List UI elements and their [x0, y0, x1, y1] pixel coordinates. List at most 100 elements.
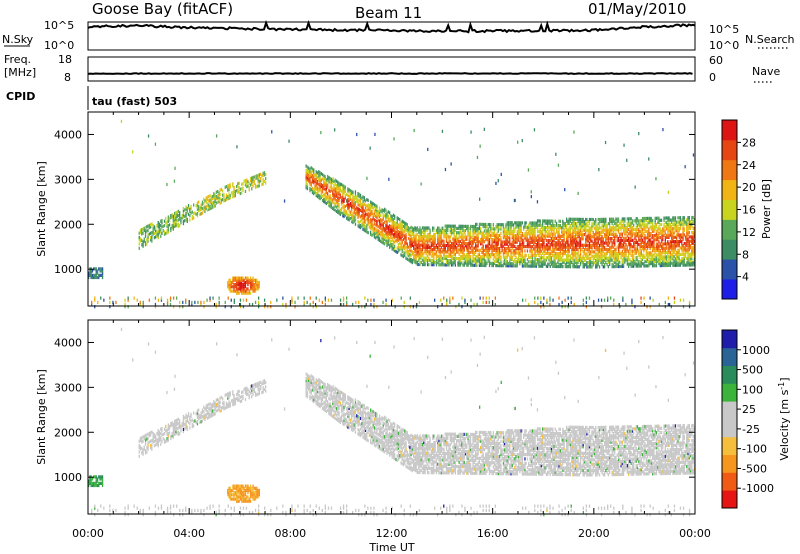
power-cell — [467, 263, 469, 267]
power-cell — [561, 262, 563, 266]
power-cell — [328, 197, 330, 201]
power-cell — [617, 247, 620, 251]
power-cell — [645, 223, 647, 227]
power-cell — [493, 261, 496, 265]
power-cell — [463, 254, 465, 259]
power-cell — [456, 237, 458, 241]
power-cell — [577, 247, 579, 252]
power-cell — [138, 235, 140, 240]
power-cell — [394, 214, 396, 218]
power-cell — [370, 217, 372, 221]
power-cell — [482, 222, 484, 227]
power-cell — [163, 224, 166, 228]
power-cell — [239, 287, 241, 291]
power-cell — [658, 259, 660, 263]
power-cell — [401, 247, 403, 251]
power-cell — [687, 228, 689, 233]
power-cell — [357, 215, 359, 219]
power-cell — [433, 248, 435, 252]
power-cell — [478, 253, 481, 257]
power-cell — [311, 178, 314, 182]
power-cell — [430, 243, 432, 247]
power-cell — [472, 257, 474, 261]
power-cell — [432, 237, 434, 241]
power-cell — [458, 233, 460, 237]
power-cell — [542, 232, 544, 236]
power-cell — [339, 182, 341, 186]
power-cell — [260, 179, 262, 183]
power-cell — [681, 220, 683, 224]
power-cell — [253, 179, 255, 183]
power-cell — [598, 224, 601, 228]
power-cell — [308, 168, 310, 172]
power-cell — [622, 251, 625, 256]
power-cell — [406, 229, 408, 233]
power-cell — [595, 220, 597, 224]
power-cell — [358, 199, 360, 203]
power-cell — [168, 223, 171, 227]
power-cell — [499, 246, 501, 250]
power-cell — [438, 235, 440, 239]
power-cell — [664, 257, 666, 261]
power-cell — [411, 228, 413, 232]
power-cell — [582, 235, 584, 239]
power-cell — [658, 216, 660, 220]
power-cell — [237, 287, 239, 291]
power-cell — [653, 249, 655, 253]
power-cell — [553, 226, 555, 230]
power-cell — [660, 231, 663, 235]
power-cell — [310, 170, 312, 174]
power-cell — [662, 263, 664, 268]
power-cell — [147, 224, 149, 228]
power-cell — [497, 225, 499, 229]
power-cell — [586, 217, 588, 222]
power-cell — [490, 255, 492, 259]
power-cell — [605, 219, 607, 224]
power-cell — [487, 246, 489, 250]
power-cell — [606, 263, 608, 267]
power-cell — [586, 243, 588, 247]
power-cell — [563, 249, 565, 254]
power-cell — [621, 232, 623, 236]
power-cell — [597, 263, 599, 267]
power-cell — [450, 250, 453, 254]
power-cell — [683, 248, 685, 252]
power-cell — [466, 246, 468, 250]
power-cell — [251, 285, 253, 289]
power-cell — [253, 181, 255, 185]
power-cell — [421, 237, 424, 241]
power-cell — [394, 236, 396, 240]
power-cell — [502, 251, 505, 255]
power-cell — [230, 191, 233, 195]
power-cell — [511, 247, 513, 251]
power-cell — [378, 213, 381, 217]
power-cell — [659, 257, 661, 261]
power-cell — [467, 255, 469, 259]
power-cell — [543, 245, 545, 249]
power-cell — [677, 252, 679, 256]
power-cell — [362, 227, 364, 231]
power-cell — [471, 240, 473, 244]
power-cell — [482, 246, 484, 250]
power-cell — [209, 205, 211, 209]
power-cell — [236, 184, 238, 189]
power-cell — [564, 226, 566, 230]
power-cell — [681, 259, 683, 263]
power-cell — [477, 242, 479, 246]
power-cell — [423, 241, 425, 245]
power-cell — [548, 219, 550, 223]
power-cell — [201, 202, 204, 206]
power-cell — [539, 230, 541, 234]
power-cell — [433, 254, 435, 258]
power-cell — [475, 250, 477, 254]
power-cell — [574, 239, 577, 243]
power-cell — [641, 219, 644, 223]
power-cell — [155, 231, 157, 235]
power-cell — [139, 228, 142, 232]
power-cell — [659, 227, 661, 231]
power-cell — [644, 247, 646, 251]
power-cell — [512, 234, 515, 238]
power-cell — [459, 224, 462, 228]
power-cell — [343, 212, 345, 216]
power-cell — [673, 235, 675, 239]
